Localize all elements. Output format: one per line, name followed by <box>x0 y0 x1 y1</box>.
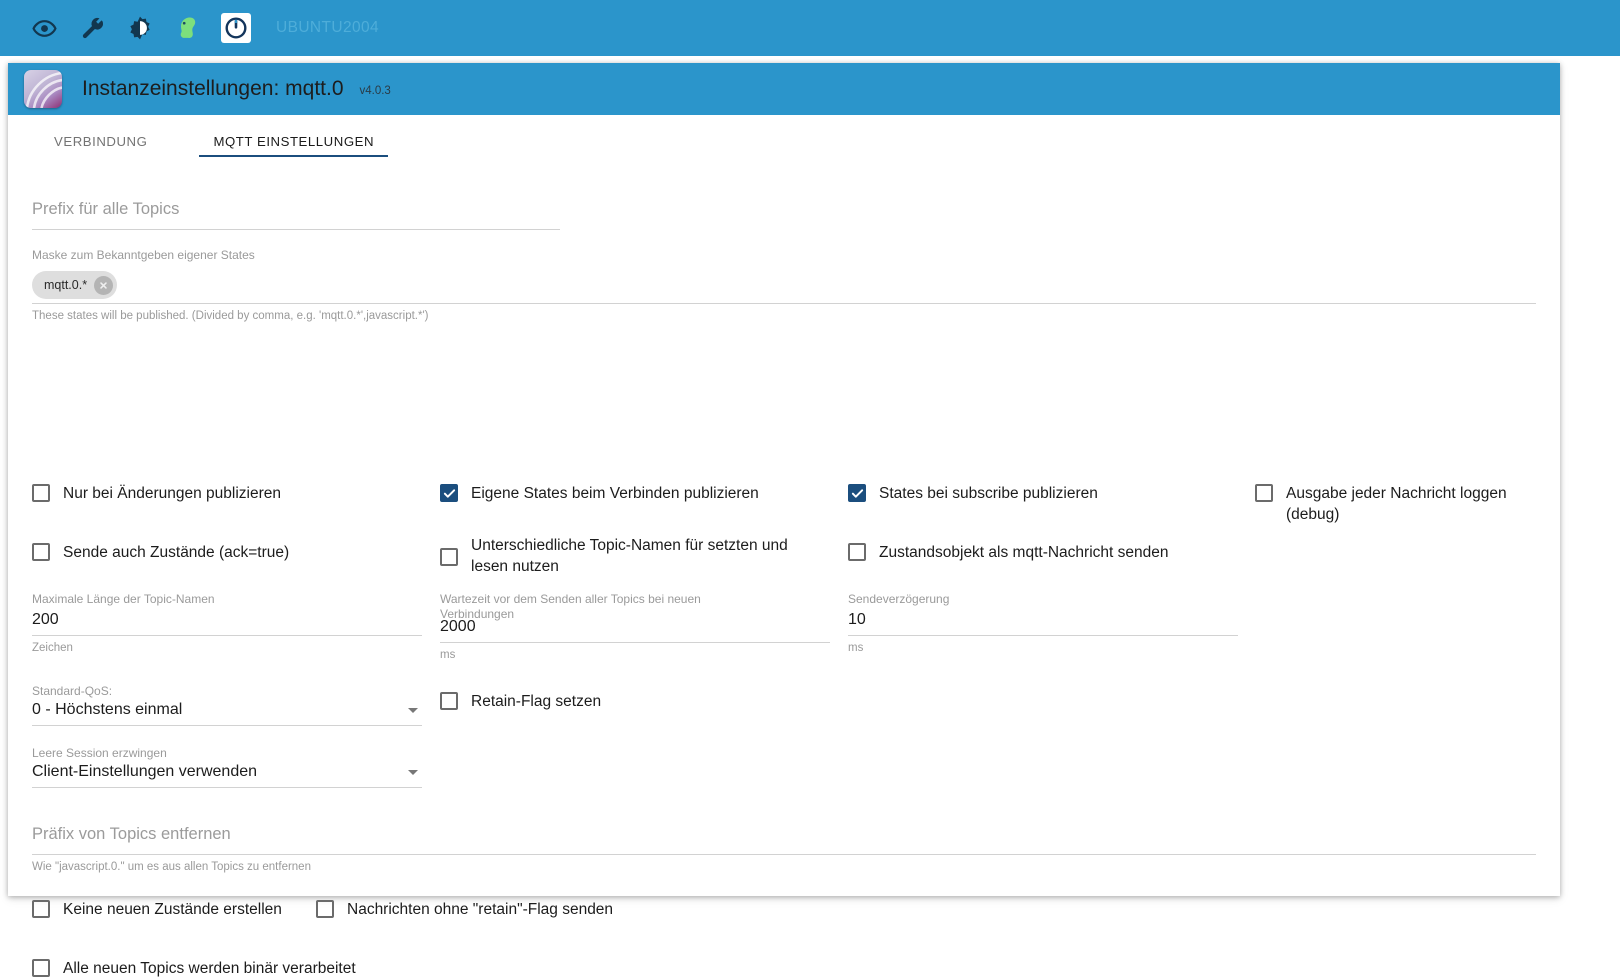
checkbox-do-not-create-new-states[interactable]: Keine neuen Zustände erstellen <box>32 899 282 920</box>
field-value[interactable]: 10 <box>848 607 1238 636</box>
checkbox-label: Sende auch Zustände (ack=true) <box>63 544 290 561</box>
field-unit: Zeichen <box>32 642 73 654</box>
checkbox-box[interactable] <box>1255 484 1273 502</box>
checkbox-box[interactable] <box>32 484 50 502</box>
eye-icon[interactable] <box>22 6 66 50</box>
iobroker-logo-icon[interactable] <box>214 6 258 50</box>
checkbox-label: Keine neuen Zustände erstellen <box>63 901 282 918</box>
checkbox-box[interactable] <box>848 484 866 502</box>
top-toolbar: UBUNTU2004 <box>0 0 1620 56</box>
checkbox-label: Ausgabe jeder Nachricht loggen (debug) <box>1286 485 1507 523</box>
select-value-text: Client-Einstellungen verwenden <box>32 763 258 780</box>
window-header: Instanzeinstellungen: mqtt.0 v4.0.3 <box>8 63 1560 115</box>
checkbox-send-ack-true-states[interactable]: Sende auch Zustände (ack=true) <box>32 542 289 563</box>
tab-mqtt-einstellungen[interactable]: MQTT EINSTELLUNGEN <box>199 115 388 167</box>
checkbox-box[interactable] <box>440 692 458 710</box>
select-label: Leere Session erzwingen <box>32 746 167 760</box>
checkbox-label: Unterschiedliche Topic-Namen für setzten… <box>471 537 788 575</box>
mask-chip-label: mqtt.0.* <box>44 278 88 292</box>
mask-chip-container[interactable]: mqtt.0.* <box>32 265 1536 304</box>
checkbox-label: Nur bei Änderungen publizieren <box>63 485 282 502</box>
brightness-icon[interactable] <box>118 6 162 50</box>
field-label: Maximale Länge der Topic-Namen <box>32 592 215 606</box>
tab-mqtt-einstellungen-label: MQTT EINSTELLUNGEN <box>213 133 375 149</box>
checkbox-box[interactable] <box>848 543 866 561</box>
field-send-interval[interactable]: Sendeverzögerung 10 ms <box>848 592 1238 656</box>
mask-help-text: These states will be published. (Divided… <box>32 310 429 322</box>
settings-form: Prefix für alle Topics Maske zum Bekannt… <box>8 197 1560 977</box>
field-remove-prefix[interactable]: Präfix von Topics entfernen Wie "javascr… <box>32 822 1536 875</box>
close-icon[interactable] <box>94 275 114 295</box>
page-title: Instanzeinstellungen: mqtt.0 <box>82 77 344 100</box>
tab-bar: VERBINDUNG MQTT EINSTELLUNGEN <box>8 115 1560 167</box>
mask-chip[interactable]: mqtt.0.* <box>32 271 118 299</box>
checkbox-label: Eigene States beim Verbinden publizieren <box>471 485 759 502</box>
select-label: Standard-QoS: <box>32 684 113 698</box>
checkbox-all-new-topics-binary[interactable]: Alle neuen Topics werden binär verarbeit… <box>32 958 356 979</box>
remove-prefix-help-text: Wie "javascript.0." um es aus allen Topi… <box>32 861 311 873</box>
field-value[interactable]: 200 <box>32 607 422 636</box>
wrench-icon[interactable] <box>70 6 114 50</box>
field-value[interactable]: 2000 <box>440 614 830 643</box>
field-send-delay-on-new-connection[interactable]: Wartezeit vor dem Senden aller Topics be… <box>440 592 830 663</box>
tab-verbindung[interactable]: VERBINDUNG <box>40 115 161 167</box>
mask-field: Maske zum Bekanntgeben eigener States mq… <box>32 248 1536 324</box>
tab-verbindung-label: VERBINDUNG <box>54 133 148 149</box>
checkbox-box[interactable] <box>32 543 50 561</box>
checkbox-label: Nachrichten ohne "retain"-Flag senden <box>347 901 614 918</box>
select-value-text: 0 - Höchstens einmal <box>32 701 183 718</box>
head-profile-icon[interactable] <box>166 6 210 50</box>
field-unit: ms <box>848 642 864 654</box>
select-force-clean-session[interactable]: Leere Session erzwingen Client-Einstellu… <box>32 746 422 788</box>
host-name: UBUNTU2004 <box>276 19 380 36</box>
checkbox-label: Alle neuen Topics werden binär verarbeit… <box>63 960 356 977</box>
version-label: v4.0.3 <box>359 85 391 97</box>
remove-prefix-input-placeholder[interactable]: Präfix von Topics entfernen <box>32 822 1536 855</box>
checkbox-box[interactable] <box>32 959 50 977</box>
checkbox-label: States bei subscribe publizieren <box>879 485 1098 502</box>
field-label: Wartezeit vor dem Senden aller Topics be… <box>440 592 701 621</box>
checkbox-different-topic-names[interactable]: Unterschiedliche Topic-Namen für setzten… <box>440 535 820 577</box>
checkbox-label: Retain-Flag setzen <box>471 693 602 710</box>
checkbox-box[interactable] <box>32 900 50 918</box>
select-standard-qos[interactable]: Standard-QoS: 0 - Höchstens einmal <box>32 684 422 726</box>
select-control[interactable]: 0 - Höchstens einmal <box>32 699 422 726</box>
mask-label: Maske zum Bekanntgeben eigener States <box>32 248 255 262</box>
checkbox-publish-only-on-change[interactable]: Nur bei Änderungen publizieren <box>32 483 281 504</box>
field-max-topic-length[interactable]: Maximale Länge der Topic-Namen 200 Zeich… <box>32 592 422 656</box>
checkbox-box[interactable] <box>316 900 334 918</box>
field-unit: ms <box>440 649 456 661</box>
chevron-down-icon[interactable] <box>408 707 418 713</box>
select-control[interactable]: Client-Einstellungen verwenden <box>32 761 422 788</box>
chevron-down-icon[interactable] <box>408 769 418 775</box>
checkbox-label: Zustandsobjekt als mqtt-Nachricht senden <box>879 544 1169 561</box>
checkbox-box[interactable] <box>440 547 458 566</box>
checkbox-set-retain-flag[interactable]: Retain-Flag setzen <box>440 691 601 712</box>
checkbox-send-state-object-as-message[interactable]: Zustandsobjekt als mqtt-Nachricht senden <box>848 542 1168 563</box>
instance-settings-window: Instanzeinstellungen: mqtt.0 v4.0.3 VERB… <box>8 63 1560 977</box>
checkbox-box[interactable] <box>440 484 458 502</box>
mqtt-adapter-logo <box>24 70 62 108</box>
checkbox-publish-own-states-on-connect[interactable]: Eigene States beim Verbinden publizieren <box>440 483 759 504</box>
prefix-field[interactable]: Prefix für alle Topics <box>32 197 1536 230</box>
checkbox-publish-states-on-subscribe[interactable]: States bei subscribe publizieren <box>848 483 1098 504</box>
prefix-input-placeholder[interactable]: Prefix für alle Topics <box>32 197 560 230</box>
checkbox-send-messages-without-retain[interactable]: Nachrichten ohne "retain"-Flag senden <box>316 899 613 920</box>
checkbox-log-every-message-debug[interactable]: Ausgabe jeder Nachricht loggen (debug) <box>1255 483 1560 525</box>
field-label: Sendeverzögerung <box>848 592 950 606</box>
